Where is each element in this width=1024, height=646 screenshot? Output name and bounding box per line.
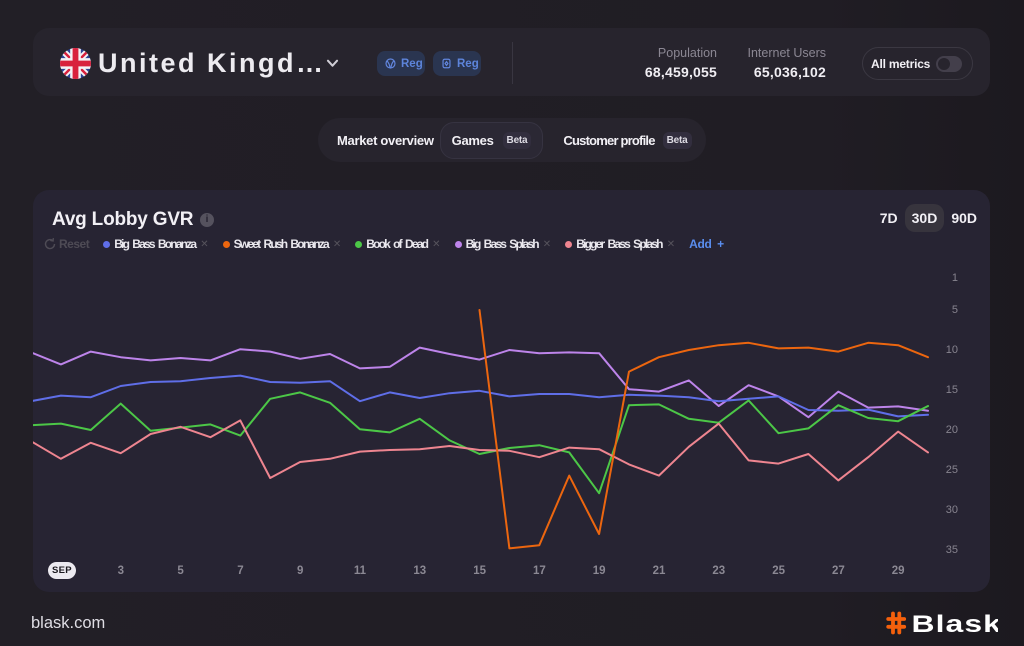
svg-text:Blask: Blask [912, 610, 999, 637]
